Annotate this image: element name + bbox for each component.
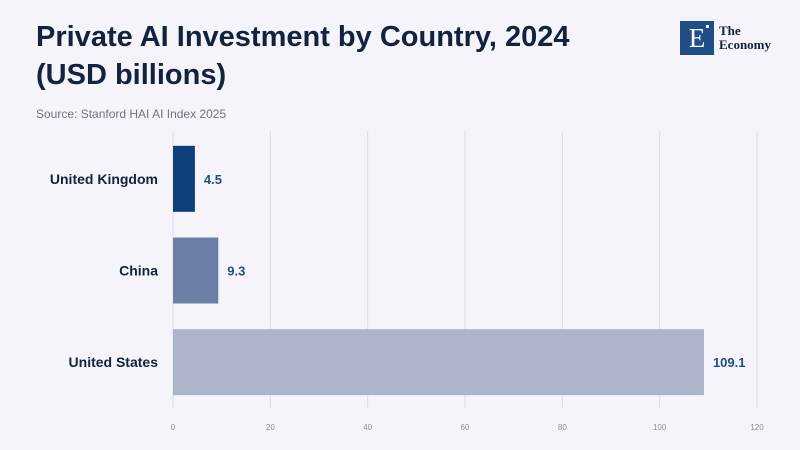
x-tick-label: 20 [266,423,275,432]
logo-letter: E [688,23,706,53]
x-tick-label: 100 [653,423,667,432]
value-label: 4.5 [204,172,222,187]
bar [173,329,704,396]
logo-line-1: The [719,23,741,38]
category-label: United States [69,354,159,370]
logo-wordmark: The Economy [719,24,771,52]
logo-mark: E [680,21,714,55]
source-note: Source: Stanford HAI AI Index 2025 [36,107,227,121]
chart-title: Private AI Investment by Country, 2024 (… [36,18,636,94]
x-tick-label: 120 [750,423,764,432]
category-label: United Kingdom [50,171,158,187]
x-tick-label: 40 [363,423,372,432]
value-label: 109.1 [713,355,746,370]
x-tick-label: 0 [171,423,176,432]
bar [173,145,195,212]
x-tick-label: 60 [461,423,470,432]
chart-title-line-1: Private AI Investment by Country, 2024 [36,21,570,53]
value-label: 9.3 [227,264,245,279]
chart-title-line-2: (USD billions) [36,59,227,91]
publisher-logo: E The Economy [680,21,771,55]
logo-line-2: Economy [719,37,771,52]
bar [173,237,219,304]
category-label: China [119,263,158,279]
x-tick-label: 80 [558,423,567,432]
